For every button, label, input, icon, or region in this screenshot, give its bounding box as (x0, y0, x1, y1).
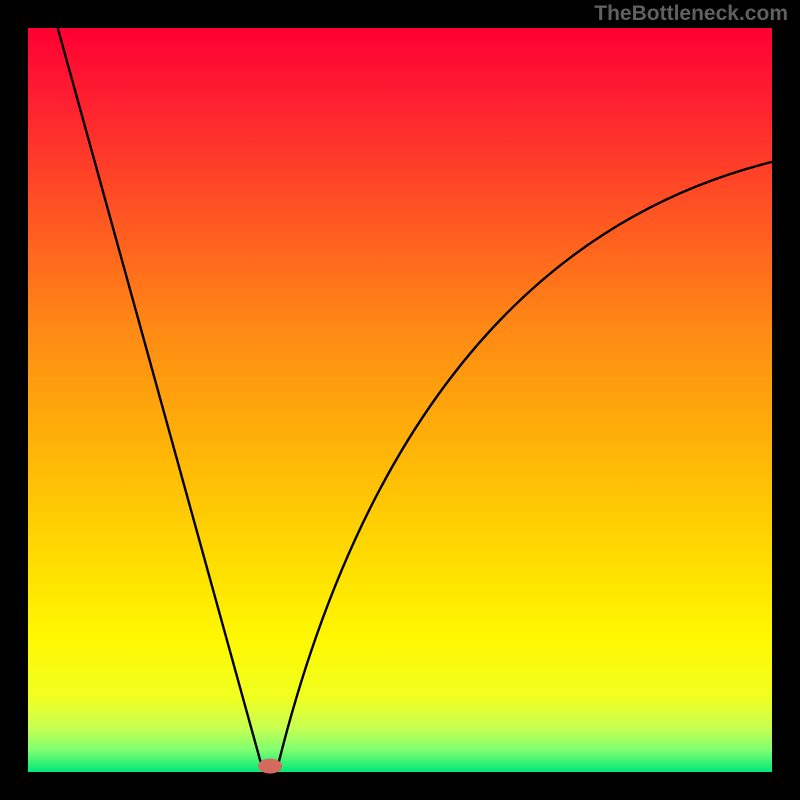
optimal-point-marker (258, 759, 282, 774)
chart-container: TheBottleneck.com (0, 0, 800, 800)
bottleneck-curve (28, 28, 772, 772)
curve-path (58, 28, 772, 770)
watermark-text: TheBottleneck.com (594, 2, 788, 26)
plot-area (28, 28, 772, 772)
